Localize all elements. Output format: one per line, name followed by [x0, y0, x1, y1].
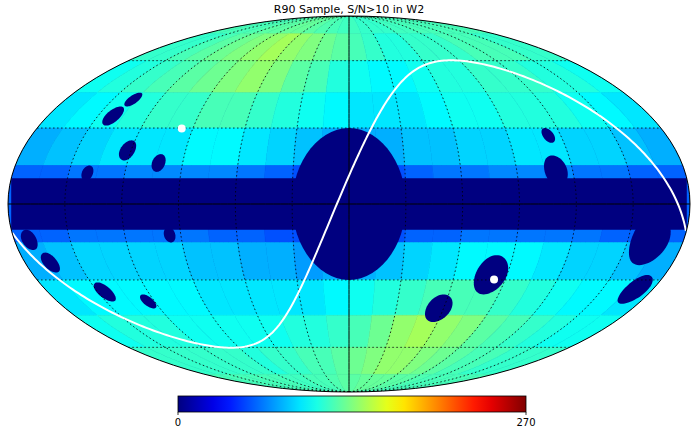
source-mask: [544, 155, 568, 186]
map-cell: [313, 374, 349, 392]
map-cell: [349, 93, 375, 128]
map-cell: [349, 16, 493, 34]
source-mask: [618, 275, 653, 304]
map-cell: [469, 347, 551, 374]
source-mask: [81, 166, 93, 181]
source-mask: [140, 294, 156, 308]
ecliptic: [12, 60, 686, 347]
map-cell: [266, 242, 297, 279]
parallel: [37, 128, 661, 129]
map-cell: [265, 374, 349, 392]
parallel: [128, 347, 569, 348]
source-mask: [152, 154, 166, 172]
map-cell: [349, 280, 375, 315]
map-cell: [326, 315, 349, 347]
map-cell: [401, 242, 432, 279]
source-mask: [102, 107, 124, 126]
map-cell: [325, 374, 349, 392]
map-cell: [313, 16, 349, 34]
map-cell: [337, 16, 349, 34]
map-cell: [326, 61, 349, 93]
source-mask: [124, 93, 142, 107]
colorbar-tick: [526, 412, 527, 415]
source-mask: [425, 294, 453, 322]
map-figure: R90 Sample, S/N>10 in W2 0 270: [0, 0, 692, 431]
parallel: [37, 279, 661, 280]
map-cell: [325, 16, 349, 34]
map-cell: [205, 16, 349, 34]
map-cell: [551, 61, 624, 93]
map-cell: [481, 347, 569, 374]
sky-background: [8, 16, 690, 392]
source-mask: [94, 282, 116, 301]
source-mask: [164, 227, 176, 242]
sky-outline: [8, 16, 690, 392]
colorbar-tick: [178, 412, 179, 415]
map-cell: [481, 34, 569, 61]
source-mask: [474, 255, 508, 294]
ecliptic-pole: [178, 125, 186, 133]
source-mask: [629, 214, 671, 265]
map-cell: [301, 16, 349, 34]
map-cell: [265, 16, 349, 34]
colorbar: [178, 396, 526, 412]
colorbar-tick-label: 270: [516, 417, 535, 428]
map-cell: [323, 280, 349, 315]
map-cell: [331, 34, 349, 61]
map-cell: [331, 347, 349, 374]
map-cell: [323, 93, 349, 128]
sky-map: [8, 16, 690, 392]
map-cell: [266, 128, 297, 165]
map-cell: [469, 34, 551, 61]
map-cell: [635, 128, 683, 165]
source-mask: [541, 128, 555, 143]
colorbar-tick-label: 0: [175, 417, 181, 428]
map-cell: [205, 374, 349, 392]
source-mask: [41, 253, 60, 273]
parallel: [128, 60, 569, 61]
parallel: [8, 204, 690, 205]
map-cell: [551, 315, 624, 347]
map-cell: [337, 374, 349, 392]
map-cell: [401, 128, 432, 165]
map-cell: [301, 374, 349, 392]
ecliptic-pole: [490, 275, 498, 283]
map-cell: [297, 93, 326, 128]
title: R90 Sample, S/N>10 in W2: [274, 3, 424, 16]
map-cell: [349, 374, 493, 392]
